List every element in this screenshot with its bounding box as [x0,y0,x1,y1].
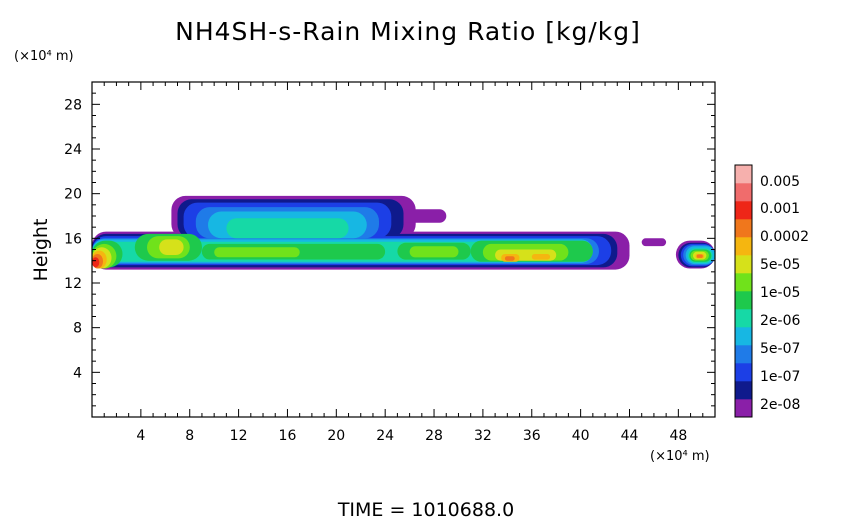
chart-title: NH4SH-s-Rain Mixing Ratio [kg/kg] [175,17,641,46]
y-tick-label: 12 [64,276,82,292]
x-tick-label: 40 [572,428,590,444]
field-region [531,254,551,260]
y-tick-label: 8 [73,321,82,337]
colorbar-swatch [735,183,752,202]
colorbar-label: 1e-07 [760,369,800,385]
field-region [409,246,459,258]
colorbar-label: 5e-05 [760,257,800,273]
colorbar-label: 2e-06 [760,313,800,329]
colorbar-label: 0.0002 [760,229,809,245]
field-region [504,256,515,261]
colorbar-swatch [735,255,752,274]
field-region [159,239,184,255]
x-tick-label: 48 [669,428,687,444]
time-footer: TIME = 1010688.0 [337,499,514,519]
y-tick-label: 4 [73,365,82,381]
colorbar: 2e-08 1e-07 5e-07 2e-06 1e-05 5e-05 0.0002 0.00… [734,164,809,418]
field-region [696,254,703,258]
colorbar-label: 0.005 [760,174,800,190]
field-region [226,218,349,239]
field-region [214,247,300,258]
colorbar-swatch [735,165,752,184]
colorbar-swatch [735,273,752,292]
y-tick-label: 20 [64,187,82,203]
y-tick-label: 16 [64,231,82,247]
x-tick-label: 12 [230,428,248,444]
colorbar-swatch [735,201,752,220]
colorbar-swatch [735,345,752,364]
field-region [641,238,667,247]
x-tick-label: 8 [185,428,194,444]
colorbar-swatch [735,309,752,328]
colorbar-label: 2e-08 [760,397,800,413]
colorbar-label: 1e-05 [760,285,800,301]
x-tick-label: 28 [425,428,443,444]
colorbar-swatch [735,399,752,418]
y-tick-label: 24 [64,142,82,158]
colorbar-label: 0.001 [760,201,800,217]
colorbar-label: 5e-07 [760,341,800,357]
mixing-ratio-field [92,195,715,270]
colorbar-swatch [735,219,752,238]
x-tick-label: 24 [376,428,394,444]
x-tick-label: 16 [279,428,297,444]
y-axis-label: Height [30,219,52,282]
x-tick-label: 4 [136,428,145,444]
x-tick-label: 32 [474,428,492,444]
colorbar-swatch [735,363,752,382]
colorbar-frame [734,164,753,418]
colorbar-swatch [735,291,752,310]
y-axis-unit: (×10⁴ m) [14,49,74,64]
level-red [92,257,100,268]
colorbar-swatch [735,237,752,256]
colorbar-swatch [735,327,752,346]
x-tick-label: 20 [327,428,345,444]
y-tick-label: 28 [64,97,82,113]
field-region [92,257,100,268]
colorbar-swatch [735,381,752,400]
x-tick-label: 44 [621,428,639,444]
x-tick-label: 36 [523,428,541,444]
x-axis-unit: (×10⁴ m) [650,449,710,464]
